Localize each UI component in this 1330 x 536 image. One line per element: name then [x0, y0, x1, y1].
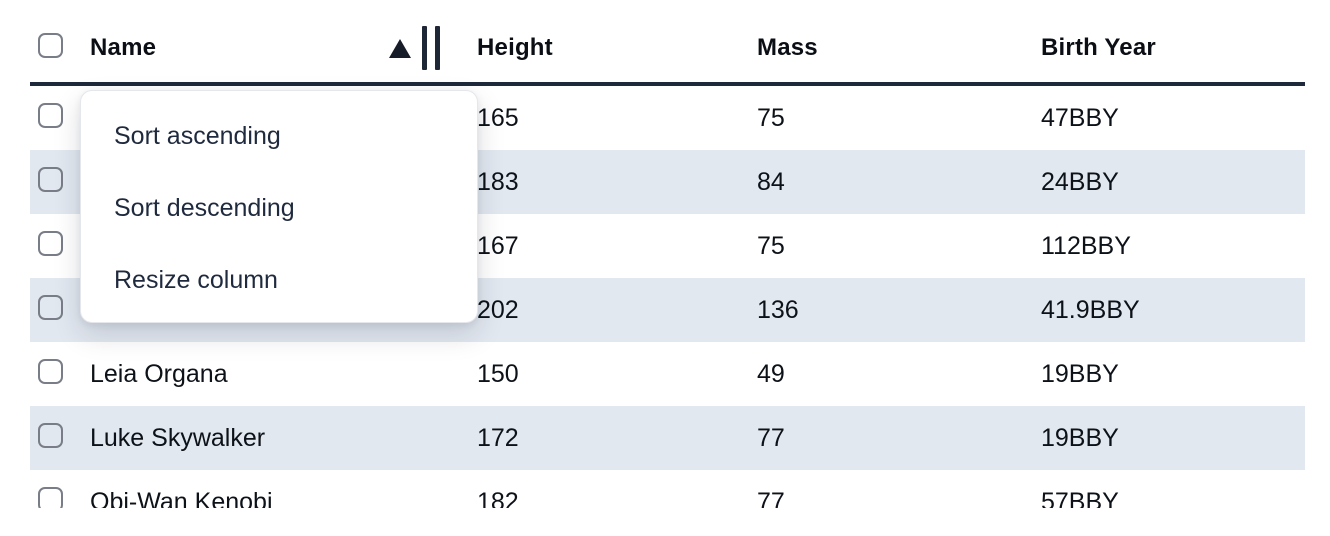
cell-birth-year: 19BBY — [1041, 359, 1119, 388]
cell-mass: 75 — [757, 103, 785, 132]
cell-mass: 49 — [757, 359, 785, 388]
cell-height: 172 — [477, 423, 519, 452]
cell-birth-year: 57BBY — [1041, 487, 1119, 509]
table-row[interactable]: Luke Skywalker 172 77 19BBY — [30, 406, 1305, 470]
cell-mass: 75 — [757, 231, 785, 260]
column-header-birth-year[interactable]: Birth Year — [1041, 34, 1156, 61]
cell-height: 182 — [477, 487, 519, 509]
column-resize-handle[interactable] — [422, 26, 440, 70]
table-row[interactable]: 165 75 47BBY — [30, 86, 1305, 150]
cell-height: 202 — [477, 295, 519, 324]
row-checkbox-cell — [30, 487, 90, 508]
column-header-name-label: Name — [90, 34, 157, 61]
cell-name: Luke Skywalker — [90, 423, 266, 452]
table-header-row: Name Height Mass Birth Year — [30, 0, 1305, 86]
cell-birth-year: 47BBY — [1041, 103, 1119, 132]
cell-name: Obi-Wan Kenobi — [90, 487, 273, 509]
row-checkbox[interactable] — [38, 167, 63, 192]
resize-bar-icon — [422, 26, 427, 70]
cell-birth-year: 112BBY — [1041, 231, 1131, 260]
cell-birth-year: 19BBY — [1041, 423, 1119, 452]
row-checkbox[interactable] — [38, 487, 63, 508]
row-checkbox-cell — [30, 359, 90, 389]
column-header-height[interactable]: Height — [477, 34, 553, 61]
cell-height: 167 — [477, 231, 519, 260]
cell-mass: 77 — [757, 423, 785, 452]
cell-height: 165 — [477, 103, 519, 132]
row-checkbox[interactable] — [38, 423, 63, 448]
row-checkbox[interactable] — [38, 359, 63, 384]
sort-ascending-icon[interactable] — [389, 38, 411, 58]
cell-mass: 136 — [757, 295, 799, 324]
select-all-checkbox[interactable] — [38, 33, 63, 58]
row-checkbox-cell — [30, 103, 90, 133]
row-checkbox-cell — [30, 423, 90, 453]
row-checkbox[interactable] — [38, 103, 63, 128]
table-row[interactable]: 167 75 112BBY — [30, 214, 1305, 278]
table-row[interactable]: Leia Organa 150 49 19BBY — [30, 342, 1305, 406]
table-viewport: Name Height Mass Birth Year 165 75 47BBY — [30, 0, 1305, 508]
cell-name: Leia Organa — [90, 359, 228, 388]
sort-resize-group — [389, 26, 477, 70]
cell-height: 183 — [477, 167, 519, 196]
row-checkbox-cell — [30, 295, 90, 325]
cell-mass: 84 — [757, 167, 785, 196]
cell-birth-year: 24BBY — [1041, 167, 1119, 196]
row-checkbox-cell — [30, 167, 90, 197]
cell-birth-year: 41.9BBY — [1041, 295, 1140, 324]
row-checkbox[interactable] — [38, 231, 63, 256]
table-row[interactable]: Obi-Wan Kenobi 182 77 57BBY — [30, 470, 1305, 508]
menu-item-sort-ascending[interactable]: Sort ascending — [114, 121, 281, 150]
menu-item-resize-column[interactable]: Resize column — [114, 265, 278, 294]
column-context-menu: Sort ascending Sort descending Resize co… — [80, 90, 478, 323]
row-checkbox-cell — [30, 231, 90, 261]
row-checkbox[interactable] — [38, 295, 63, 320]
column-header-name[interactable]: Name — [90, 14, 477, 82]
cell-height: 150 — [477, 359, 519, 388]
cell-mass: 77 — [757, 487, 785, 509]
resize-bar-icon — [435, 26, 440, 70]
column-header-mass[interactable]: Mass — [757, 34, 818, 61]
menu-item-sort-descending[interactable]: Sort descending — [114, 193, 295, 222]
header-checkbox-cell — [30, 33, 90, 63]
